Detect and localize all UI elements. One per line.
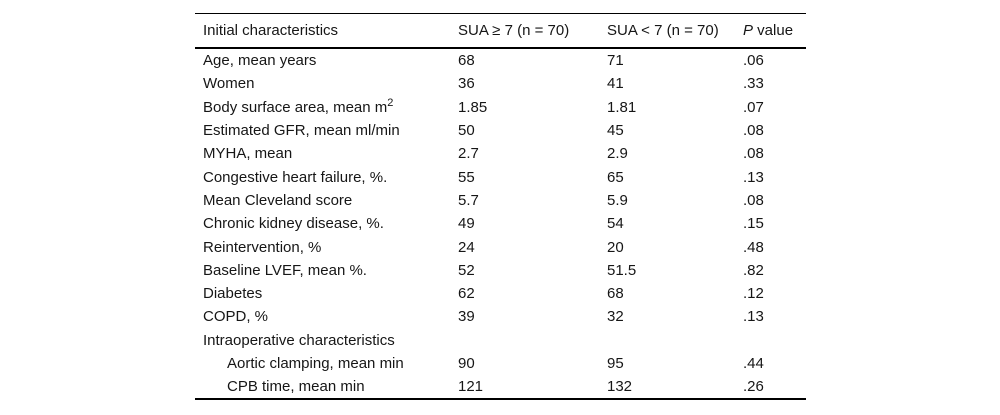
cell-sua-ge7: 1.85	[458, 98, 488, 116]
cell-p-value: .08	[743, 122, 764, 140]
table-row: Baseline LVEF, mean %. 52 51.5 .82	[195, 259, 806, 282]
table-row: Chronic kidney disease, %. 49 54 .15	[195, 212, 806, 235]
cell-sua-lt7: 20	[607, 238, 624, 256]
row-label: Diabetes	[203, 285, 263, 303]
cell-sua-lt7: 71	[607, 52, 624, 70]
header-sua-lt7: SUA < 7 (n = 70)	[607, 13, 743, 49]
cell-sua-lt7: 95	[607, 355, 624, 372]
row-label: Congestive heart failure, %.	[203, 168, 388, 186]
cell-sua-ge7: 5.7	[458, 191, 479, 209]
cell-sua-ge7: 49	[458, 215, 475, 233]
cell-p-value: .48	[743, 238, 764, 256]
cell-sua-lt7: 51.5	[607, 261, 637, 279]
cell-sua-lt7: 45	[607, 122, 624, 140]
table-row: Body surface area, mean m2 1.85 1.81 .07	[195, 96, 806, 119]
row-label: Aortic clamping, mean min	[227, 355, 404, 372]
row-label: Chronic kidney disease, %.	[203, 215, 384, 233]
cell-p-value: .13	[743, 308, 764, 326]
table-row: MYHA, mean 2.7 2.9 .08	[195, 142, 806, 165]
cell-sua-lt7	[607, 329, 743, 352]
row-label: MYHA, mean	[203, 145, 293, 163]
cell-sua-ge7: 36	[458, 75, 475, 93]
table-row: COPD, % 39 32 .13	[195, 305, 806, 328]
cell-sua-lt7: 2.9	[607, 145, 628, 163]
cell-p-value: .08	[743, 145, 764, 163]
cell-sua-lt7: 1.81	[607, 98, 637, 116]
cell-p-value	[743, 329, 806, 352]
section-header-row: Intraoperative characteristics	[195, 329, 806, 352]
cell-p-value: .44	[743, 355, 764, 372]
table-header: Initial characteristics SUA ≥ 7 (n = 70)…	[195, 13, 806, 49]
header-initial-characteristics: Initial characteristics	[195, 13, 458, 49]
cell-sua-ge7: 50	[458, 122, 475, 140]
cell-sua-lt7: 32	[607, 308, 624, 326]
table-row: Age, mean years 68 71 .06	[195, 48, 806, 72]
table-row: CPB time, mean min 121 132.26	[195, 375, 806, 401]
table-row: Women 36 41 .33	[195, 72, 806, 95]
row-label: Women	[203, 75, 255, 93]
cell-sua-ge7: 2.7	[458, 145, 479, 163]
cell-sua-lt7: 68	[607, 285, 624, 303]
row-label: Age, mean years	[203, 52, 317, 70]
cell-sua-ge7: 24	[458, 238, 475, 256]
superscript: 2	[387, 96, 394, 109]
cell-sua-ge7	[458, 329, 607, 352]
characteristics-table-container: Initial characteristics SUA ≥ 7 (n = 70)…	[195, 13, 806, 401]
row-label: Estimated GFR, mean ml/min	[203, 122, 400, 140]
table-row: Estimated GFR, mean ml/min 50 45 .08	[195, 119, 806, 142]
cell-sua-lt7: 132	[607, 375, 743, 401]
table-row: Congestive heart failure, %. 55 65 .13	[195, 165, 806, 188]
row-label: Intraoperative characteristics	[203, 331, 395, 349]
cell-p-value: .07	[743, 98, 764, 116]
cell-p-value: .26	[743, 375, 806, 401]
row-label: Reintervention, %	[203, 238, 322, 256]
cell-p-value: .82	[743, 261, 764, 279]
cell-sua-ge7: 55	[458, 168, 475, 186]
cell-sua-ge7: 121	[458, 375, 607, 401]
header-p-italic: P	[743, 22, 754, 39]
cell-p-value: .08	[743, 191, 764, 209]
cell-p-value: .33	[743, 75, 764, 93]
cell-sua-lt7: 54	[607, 215, 624, 233]
cell-sua-ge7: 52	[458, 261, 475, 279]
cell-sua-lt7: 41	[607, 75, 624, 93]
cell-p-value: .12	[743, 285, 764, 303]
table-body: Age, mean years 68 71 .06 Women 36 41 .33 Body s…	[195, 48, 806, 401]
row-label: COPD, %	[203, 308, 269, 326]
table-row: Aortic clamping, mean min 90 95 .44	[195, 352, 806, 375]
row-label: Baseline LVEF, mean %.	[203, 261, 367, 279]
cell-p-value: .06	[743, 52, 764, 70]
table-row: Reintervention, % 24 20 .48	[195, 235, 806, 258]
table-row: Diabetes 62 68 .12	[195, 282, 806, 305]
header-sua-ge7: SUA ≥ 7 (n = 70)	[458, 13, 607, 49]
cell-sua-ge7: 62	[458, 285, 475, 303]
cell-p-value: .13	[743, 168, 764, 186]
row-label: CPB time, mean min	[195, 375, 458, 401]
header-p-value: P value	[743, 13, 806, 49]
characteristics-table: Initial characteristics SUA ≥ 7 (n = 70)…	[195, 13, 806, 401]
cell-sua-ge7: 90	[458, 355, 475, 372]
header-p-rest: value	[753, 22, 794, 39]
row-label: Mean Cleveland score	[203, 191, 353, 209]
cell-sua-lt7: 5.9	[607, 191, 628, 209]
cell-sua-lt7: 65	[607, 168, 624, 186]
cell-p-value: .15	[743, 215, 764, 233]
header-row: Initial characteristics SUA ≥ 7 (n = 70)…	[195, 13, 806, 49]
cell-sua-ge7: 68	[458, 52, 475, 70]
table-row: Mean Cleveland score 5.7 5.9 .08	[195, 189, 806, 212]
row-label: Body surface area, mean m2	[203, 96, 394, 116]
cell-sua-ge7: 39	[458, 308, 475, 326]
